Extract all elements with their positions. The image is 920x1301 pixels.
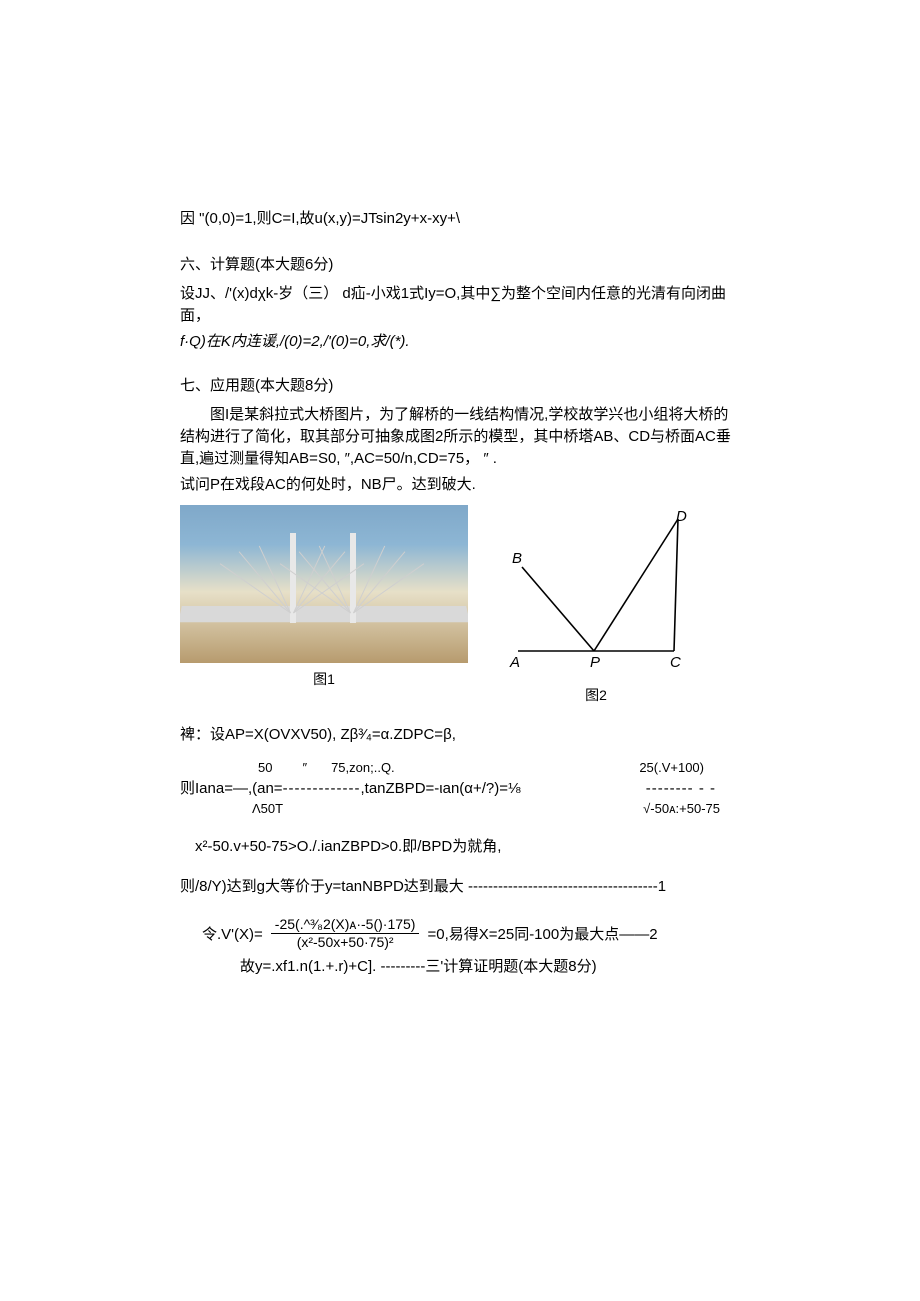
- tan-top-left3: 75,zon;..Q.: [331, 759, 395, 778]
- tan-bot-right: √-50ᴀ:+50-75: [643, 800, 720, 819]
- bridge-photo: [180, 505, 468, 663]
- final-line: 故y=.xf1.n(1.+.r)+C]. ---------三'计算证明题(本大…: [240, 956, 740, 978]
- diagram-line-bp: [522, 567, 594, 651]
- diagram-label-d: D: [676, 509, 687, 525]
- deriv-pre: 令.V'(X)=: [202, 923, 263, 944]
- deriv-row: 令.V'(X)= -25(.^³⁄₈2(X)ᴀ·-5()·175) (x²-50…: [202, 917, 740, 951]
- tan-top-left1: 50: [258, 759, 272, 778]
- tan-bot-left: Λ50T: [252, 800, 283, 819]
- section7-title: 七、应用题(本大题8分): [180, 374, 740, 398]
- diagram-line-cd: [674, 519, 678, 651]
- deriv-frac: -25(.^³⁄₈2(X)ᴀ·-5()·175) (x²-50x+50·75)²: [271, 917, 420, 951]
- figure-row: 图1 A B P C D 图2: [180, 505, 740, 705]
- section6-title: 六、计算题(本大题6分): [180, 253, 740, 277]
- figure1-caption: 图1: [313, 669, 335, 689]
- solution-head: 裨：设AP=X(OVXV50), Zβ³⁄₄=α.ZDPC=β,: [180, 723, 740, 747]
- figure2-diagram: A B P C D: [498, 509, 694, 679]
- figure2-caption: 图2: [585, 685, 607, 705]
- section6-line2-text: f·Q)在K内连谖,/(0)=2,/'(0)=0,求/(*).: [180, 333, 410, 350]
- tan-row: 50 ″ 75,zon;..Q. 25(.V+100) 则Iana=—,(an=…: [180, 759, 740, 818]
- diagram-label-b: B: [512, 550, 522, 567]
- max-line: 则/8/Y)达到g大等价于y=tanNBPD达到最大 -------------…: [180, 875, 740, 899]
- pre-section-line: 因 "(0,0)=1,则C=I,故u(x,y)=JTsin2y+x-xy+\: [180, 207, 740, 231]
- page-root: 因 "(0,0)=1,则C=I,故u(x,y)=JTsin2y+x-xy+\ 六…: [0, 0, 920, 1042]
- section7-body2: 试问P在戏段AC的何处时，NB尸。达到破大.: [180, 474, 740, 496]
- bridge-road: [180, 606, 468, 622]
- tan-top-right: 25(.V+100): [639, 759, 704, 778]
- diagram-label-p: P: [590, 654, 600, 671]
- diagram-line-pd: [594, 519, 678, 651]
- quad-line: x²-50.v+50-75>O./.ianZBPD>0.即/BPD为就角,: [195, 835, 740, 859]
- section6-line2: f·Q)在K内连谖,/(0)=2,/'(0)=0,求/(*).: [180, 331, 740, 353]
- diagram-label-c: C: [670, 654, 681, 671]
- deriv-post: =0,易得X=25同-100为最大点——2: [427, 923, 657, 944]
- tan-mid-dashes: -------------: [283, 778, 361, 800]
- section6-line1: 设JJ、/'(x)dχk-岁（三） d疝-小戏1式Iy=O,其中∑为整个空间内任…: [180, 283, 740, 327]
- tan-left-pre: 则Iana=—,(an=: [180, 778, 283, 800]
- tan-top-left2: ″: [302, 759, 307, 778]
- tan-mid-after: ,tanZBPD=-ιan(α+/?)=⅛: [361, 778, 521, 800]
- figure2-box: A B P C D 图2: [498, 509, 694, 705]
- deriv-num: -25(.^³⁄₈2(X)ᴀ·-5()·175): [271, 917, 420, 934]
- diagram-label-a: A: [509, 654, 520, 671]
- deriv-den: (x²-50x+50·75)²: [293, 934, 398, 950]
- section7-body1: 图I是某斜拉式大桥图片，为了解桥的一线结构情况,学校故学兴也小组将大桥的结构进行…: [180, 404, 740, 469]
- figure1-box: 图1: [180, 505, 468, 689]
- tan-right-dashes: -------- - -: [646, 778, 716, 800]
